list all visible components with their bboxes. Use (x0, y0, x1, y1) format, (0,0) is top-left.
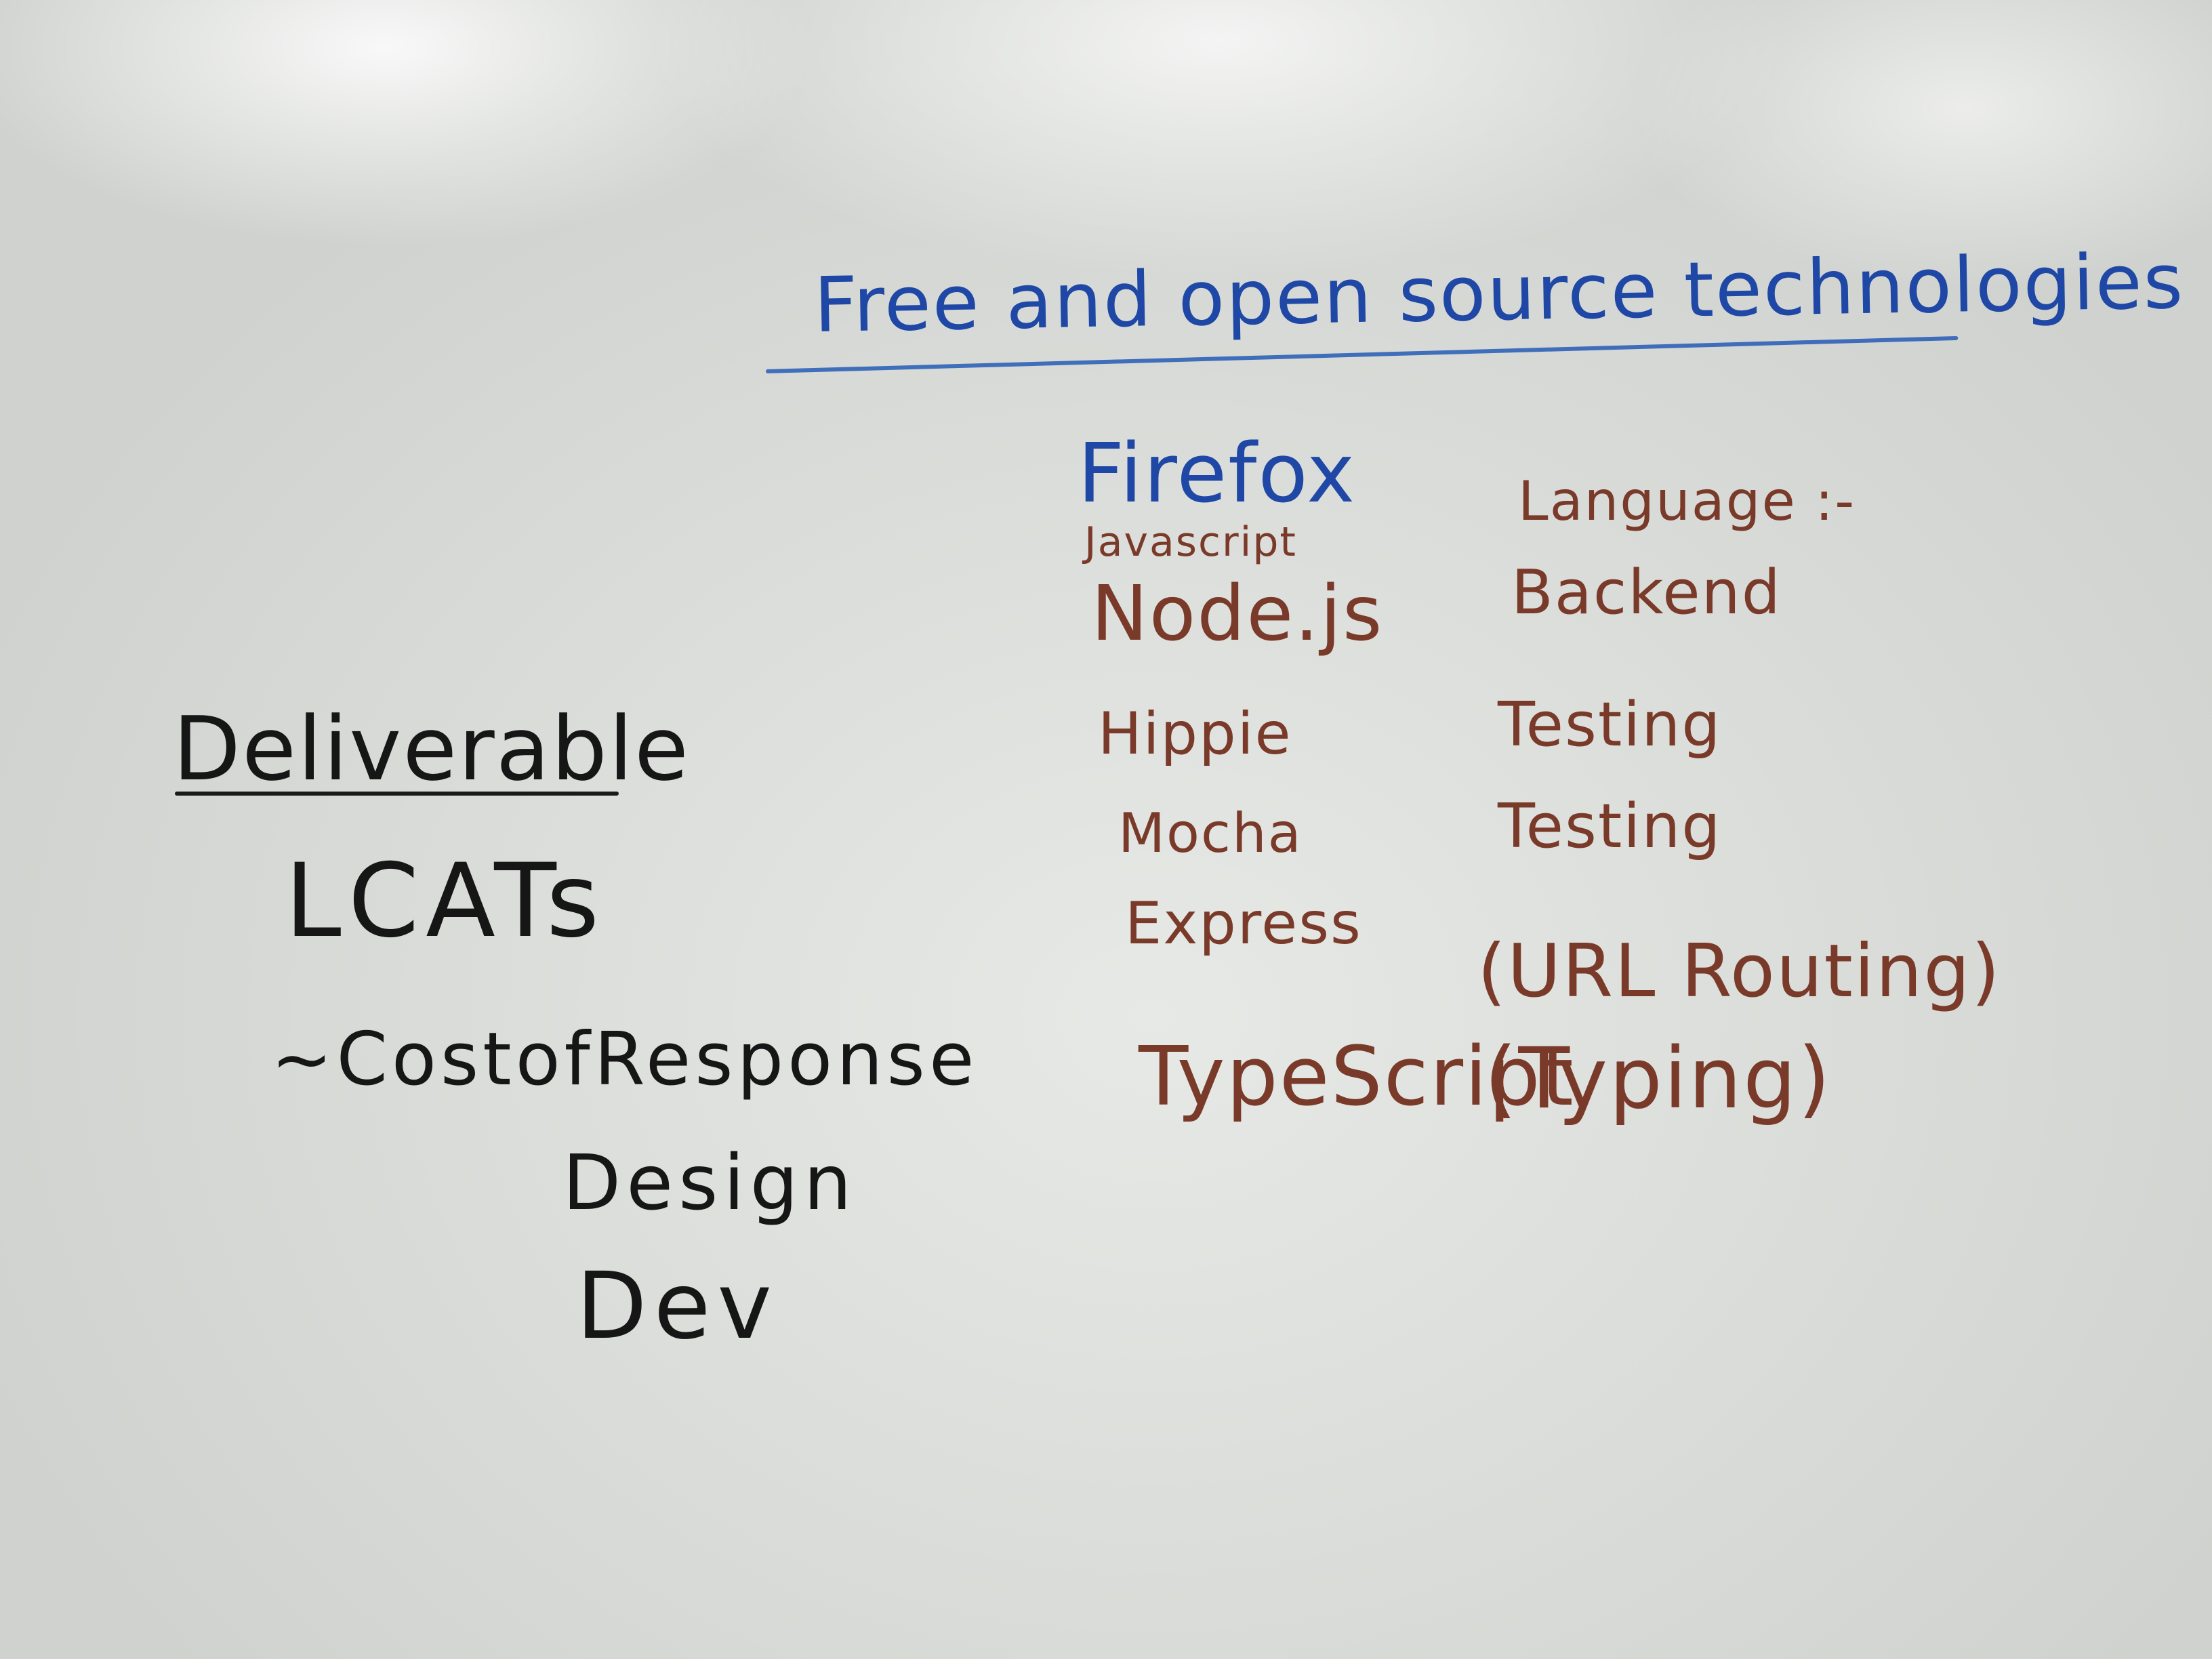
deliverable-heading: Deliverable (173, 697, 690, 800)
deliverable-item-design: Design (562, 1139, 857, 1227)
note-backend: Backend (1511, 557, 1782, 628)
deliverable-item-dev: Dev (576, 1253, 779, 1360)
tech-firefox: Firefox (1078, 427, 1357, 521)
note-language: Language :- (1518, 470, 1856, 533)
tech-javascript: Javascript (1084, 518, 1297, 566)
tech-mocha: Mocha (1118, 802, 1303, 865)
tech-nodejs: Node.js (1091, 570, 1384, 658)
tech-express: Express (1125, 890, 1362, 958)
deliverable-item-lcats: LCATs (285, 842, 607, 960)
tech-typescript: TypeScript (1139, 1030, 1575, 1124)
deliverable-item-cost: ~CostofResponse (271, 1017, 979, 1102)
note-url-routing: (URL Routing) (1477, 929, 2001, 1014)
deliverable-underline (175, 792, 619, 796)
note-testing-hippie: Testing (1498, 689, 1722, 760)
note-typing: (Typing) (1484, 1030, 1832, 1128)
board-title: Free and open source technologies (813, 237, 2186, 350)
tech-hippie: Hippie (1098, 700, 1292, 768)
note-testing-mocha: Testing (1498, 791, 1722, 862)
